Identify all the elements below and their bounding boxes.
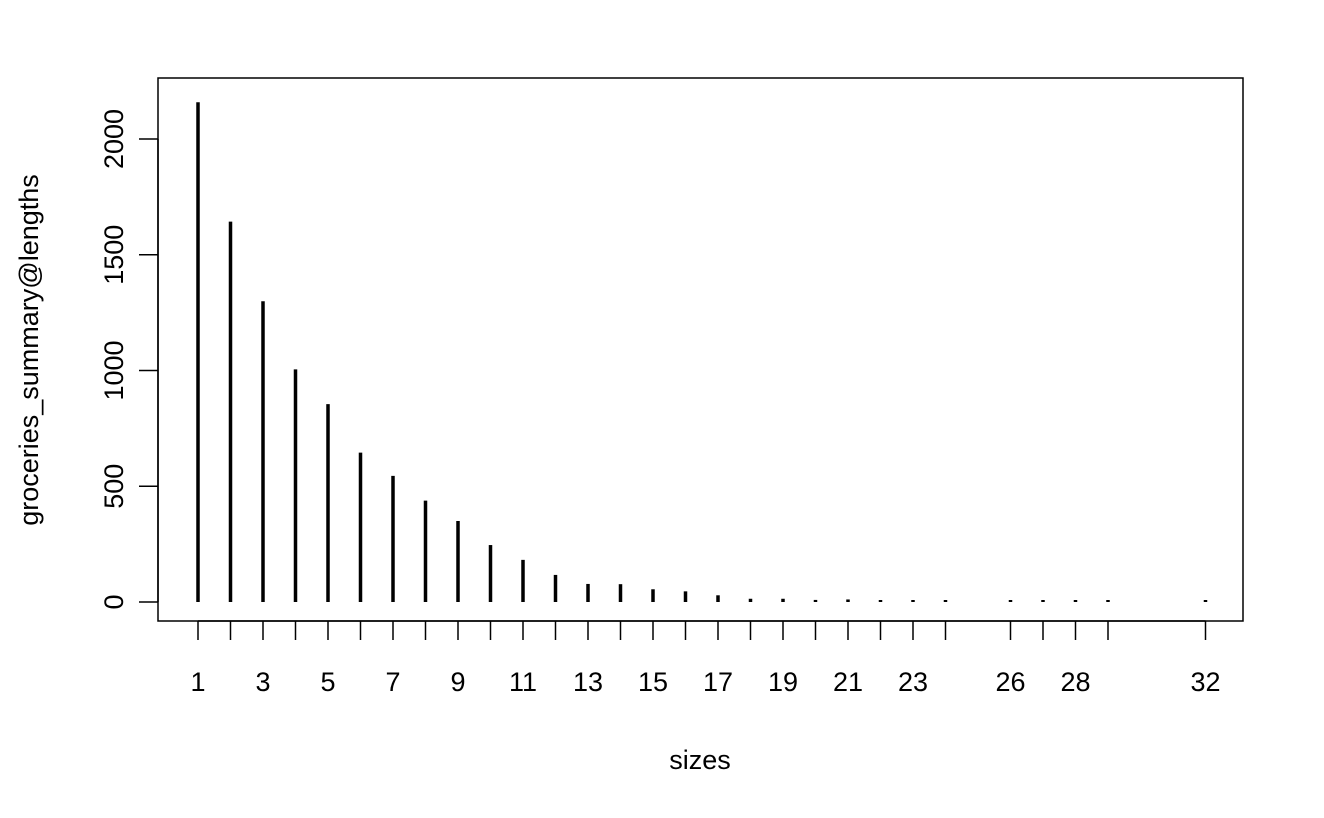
x-tick-label: 5 bbox=[320, 667, 335, 697]
x-tick-label: 15 bbox=[638, 667, 668, 697]
y-tick-label: 500 bbox=[99, 464, 129, 509]
x-tick-label: 26 bbox=[995, 667, 1025, 697]
x-tick-label: 1 bbox=[190, 667, 205, 697]
bars bbox=[196, 102, 1208, 602]
plot-frame bbox=[157, 77, 1244, 622]
x-tick-label: 32 bbox=[1190, 667, 1220, 697]
y-axis: 0 500 1000 1500 2000 bbox=[99, 109, 159, 610]
x-tick-label: 19 bbox=[768, 667, 798, 697]
x-tick-label: 21 bbox=[833, 667, 863, 697]
y-tick-label: 0 bbox=[99, 594, 129, 609]
x-tick-label: 23 bbox=[898, 667, 928, 697]
x-tick-label: 11 bbox=[509, 667, 537, 697]
x-axis-title: sizes bbox=[669, 745, 731, 775]
x-tick-label: 17 bbox=[703, 667, 733, 697]
y-tick-label: 1000 bbox=[99, 340, 129, 400]
y-axis-title: groceries_summary@lengths bbox=[14, 174, 44, 526]
x-tick-label: 13 bbox=[573, 667, 603, 697]
x-tick-label: 3 bbox=[255, 667, 270, 697]
x-tick-label: 9 bbox=[450, 667, 465, 697]
y-tick-label: 1500 bbox=[99, 225, 129, 285]
x-tick-label: 28 bbox=[1060, 667, 1090, 697]
y-tick-label: 2000 bbox=[99, 109, 129, 169]
x-axis: 1 3 5 7 9 11 13 15 17 19 21 23 26 28 32 bbox=[190, 620, 1221, 697]
x-tick-label: 7 bbox=[385, 667, 400, 697]
